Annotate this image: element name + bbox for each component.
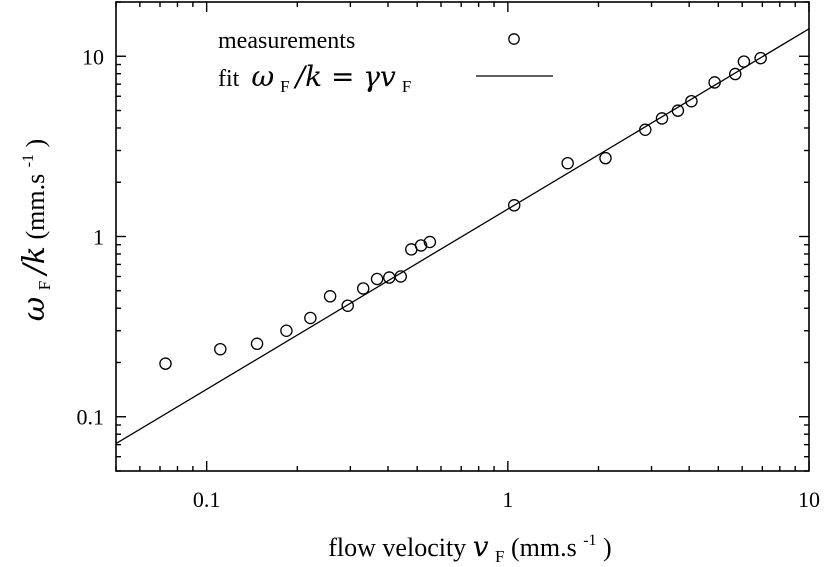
x-label-close: ) xyxy=(603,533,612,562)
data-point xyxy=(685,94,698,108)
y-tick-label: 10 xyxy=(82,44,104,69)
data-point xyxy=(708,76,721,89)
legend-fit-word: fit xyxy=(218,66,240,92)
legend: measurements fit ω F /k = γv F xyxy=(218,28,553,98)
data-point xyxy=(304,311,317,325)
y-label-close: ) xyxy=(21,139,50,148)
data-point xyxy=(754,51,767,65)
x-label-unit-exp: -1 xyxy=(583,532,596,549)
data-point xyxy=(370,272,384,286)
axis-ticks: 0.1 1 10 0.1 1 10 xyxy=(77,1,820,512)
x-tick-label: 10 xyxy=(798,487,820,512)
measurement-points xyxy=(159,51,767,370)
data-point xyxy=(214,342,227,356)
data-point xyxy=(423,235,437,249)
y-label-unit: (mm.s xyxy=(21,174,50,240)
data-point xyxy=(414,239,428,252)
data-point xyxy=(280,324,293,337)
legend-fit-omega: ω xyxy=(251,60,274,93)
data-point xyxy=(655,112,669,125)
y-axis-label: ω F /k (mm.s -1 ) xyxy=(10,139,56,321)
y-label-k: /k xyxy=(17,246,52,277)
data-point xyxy=(671,104,685,117)
x-tick-label: 0.1 xyxy=(193,487,221,512)
data-point xyxy=(639,123,652,137)
x-axis-label: flow velocity v F (mm.s -1 ) xyxy=(328,522,611,567)
legend-label-measurements: measurements xyxy=(218,28,355,54)
y-label-unit-exp: -1 xyxy=(20,154,37,167)
data-point xyxy=(250,337,264,351)
data-point xyxy=(323,290,337,303)
y-tick-label: 0.1 xyxy=(77,405,105,430)
x-tick-label: 1 xyxy=(502,487,513,512)
y-label-omega: ω xyxy=(17,297,52,321)
x-label-sub: F xyxy=(495,547,504,566)
data-point xyxy=(356,282,370,295)
x-label-var: v xyxy=(473,530,489,563)
data-point xyxy=(394,270,407,283)
fit-line xyxy=(115,28,810,445)
fit-line-layer xyxy=(115,28,810,445)
legend-fit-eq: /k = γv xyxy=(293,60,396,93)
y-tick-label: 1 xyxy=(93,225,104,250)
data-point xyxy=(561,156,574,170)
x-label-text: flow velocity xyxy=(328,533,472,562)
data-point xyxy=(599,151,612,165)
legend-fit-sub: F xyxy=(280,77,289,96)
data-point xyxy=(737,55,751,68)
data-point xyxy=(507,199,521,212)
data-point xyxy=(159,357,172,370)
y-label-sub: F xyxy=(35,281,54,290)
data-point xyxy=(728,67,742,81)
legend-marker-measurements xyxy=(508,33,520,45)
legend-label-fit: fit ω F /k = γv F xyxy=(218,60,411,98)
x-label-unit: (mm.s xyxy=(511,533,577,562)
legend-fit-sub2: F xyxy=(402,77,411,96)
data-point xyxy=(341,299,354,312)
